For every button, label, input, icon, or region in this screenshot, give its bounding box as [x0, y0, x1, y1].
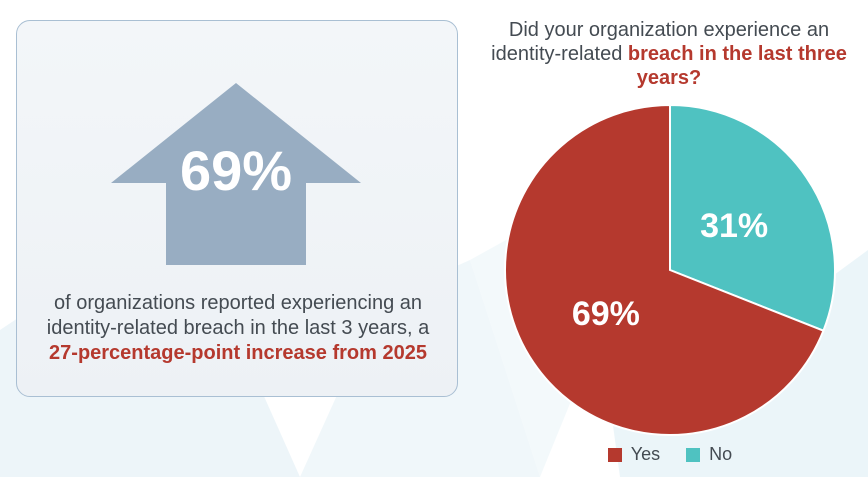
pie-slice-yes [504, 103, 825, 436]
legend-swatch [686, 447, 701, 462]
up-arrow-graphic: 69% [111, 83, 361, 265]
stat-description: of organizations reported experiencing a… [35, 291, 441, 366]
chart-title-text: Did your organization experience an iden… [491, 19, 830, 65]
big-stat-value: 69% [179, 139, 293, 202]
chart-title-highlight: breach in the last three years? [627, 43, 847, 89]
legend-item-yes: Yes [607, 444, 661, 465]
chart-legend: Yes No [570, 444, 770, 465]
stat-card: 69% of organizations reported experienci… [16, 20, 458, 397]
pie-chart [504, 103, 836, 436]
pie-slice-no [669, 103, 836, 333]
pie-slice-label-no: 31% [700, 207, 769, 246]
chart-title: Did your organization experience an iden… [476, 18, 862, 90]
up-arrow-icon [111, 83, 361, 265]
legend-label: Yes [630, 444, 661, 464]
legend-item-no: No [686, 444, 732, 465]
stat-description-highlight: 27-percentage-point increase from 2025 [49, 342, 427, 364]
legend-swatch [607, 447, 622, 462]
pie-slice-label-yes: 69% [571, 294, 640, 333]
legend-label: No [709, 444, 733, 464]
stat-description-text: of organizations reported experiencing a… [46, 292, 430, 339]
